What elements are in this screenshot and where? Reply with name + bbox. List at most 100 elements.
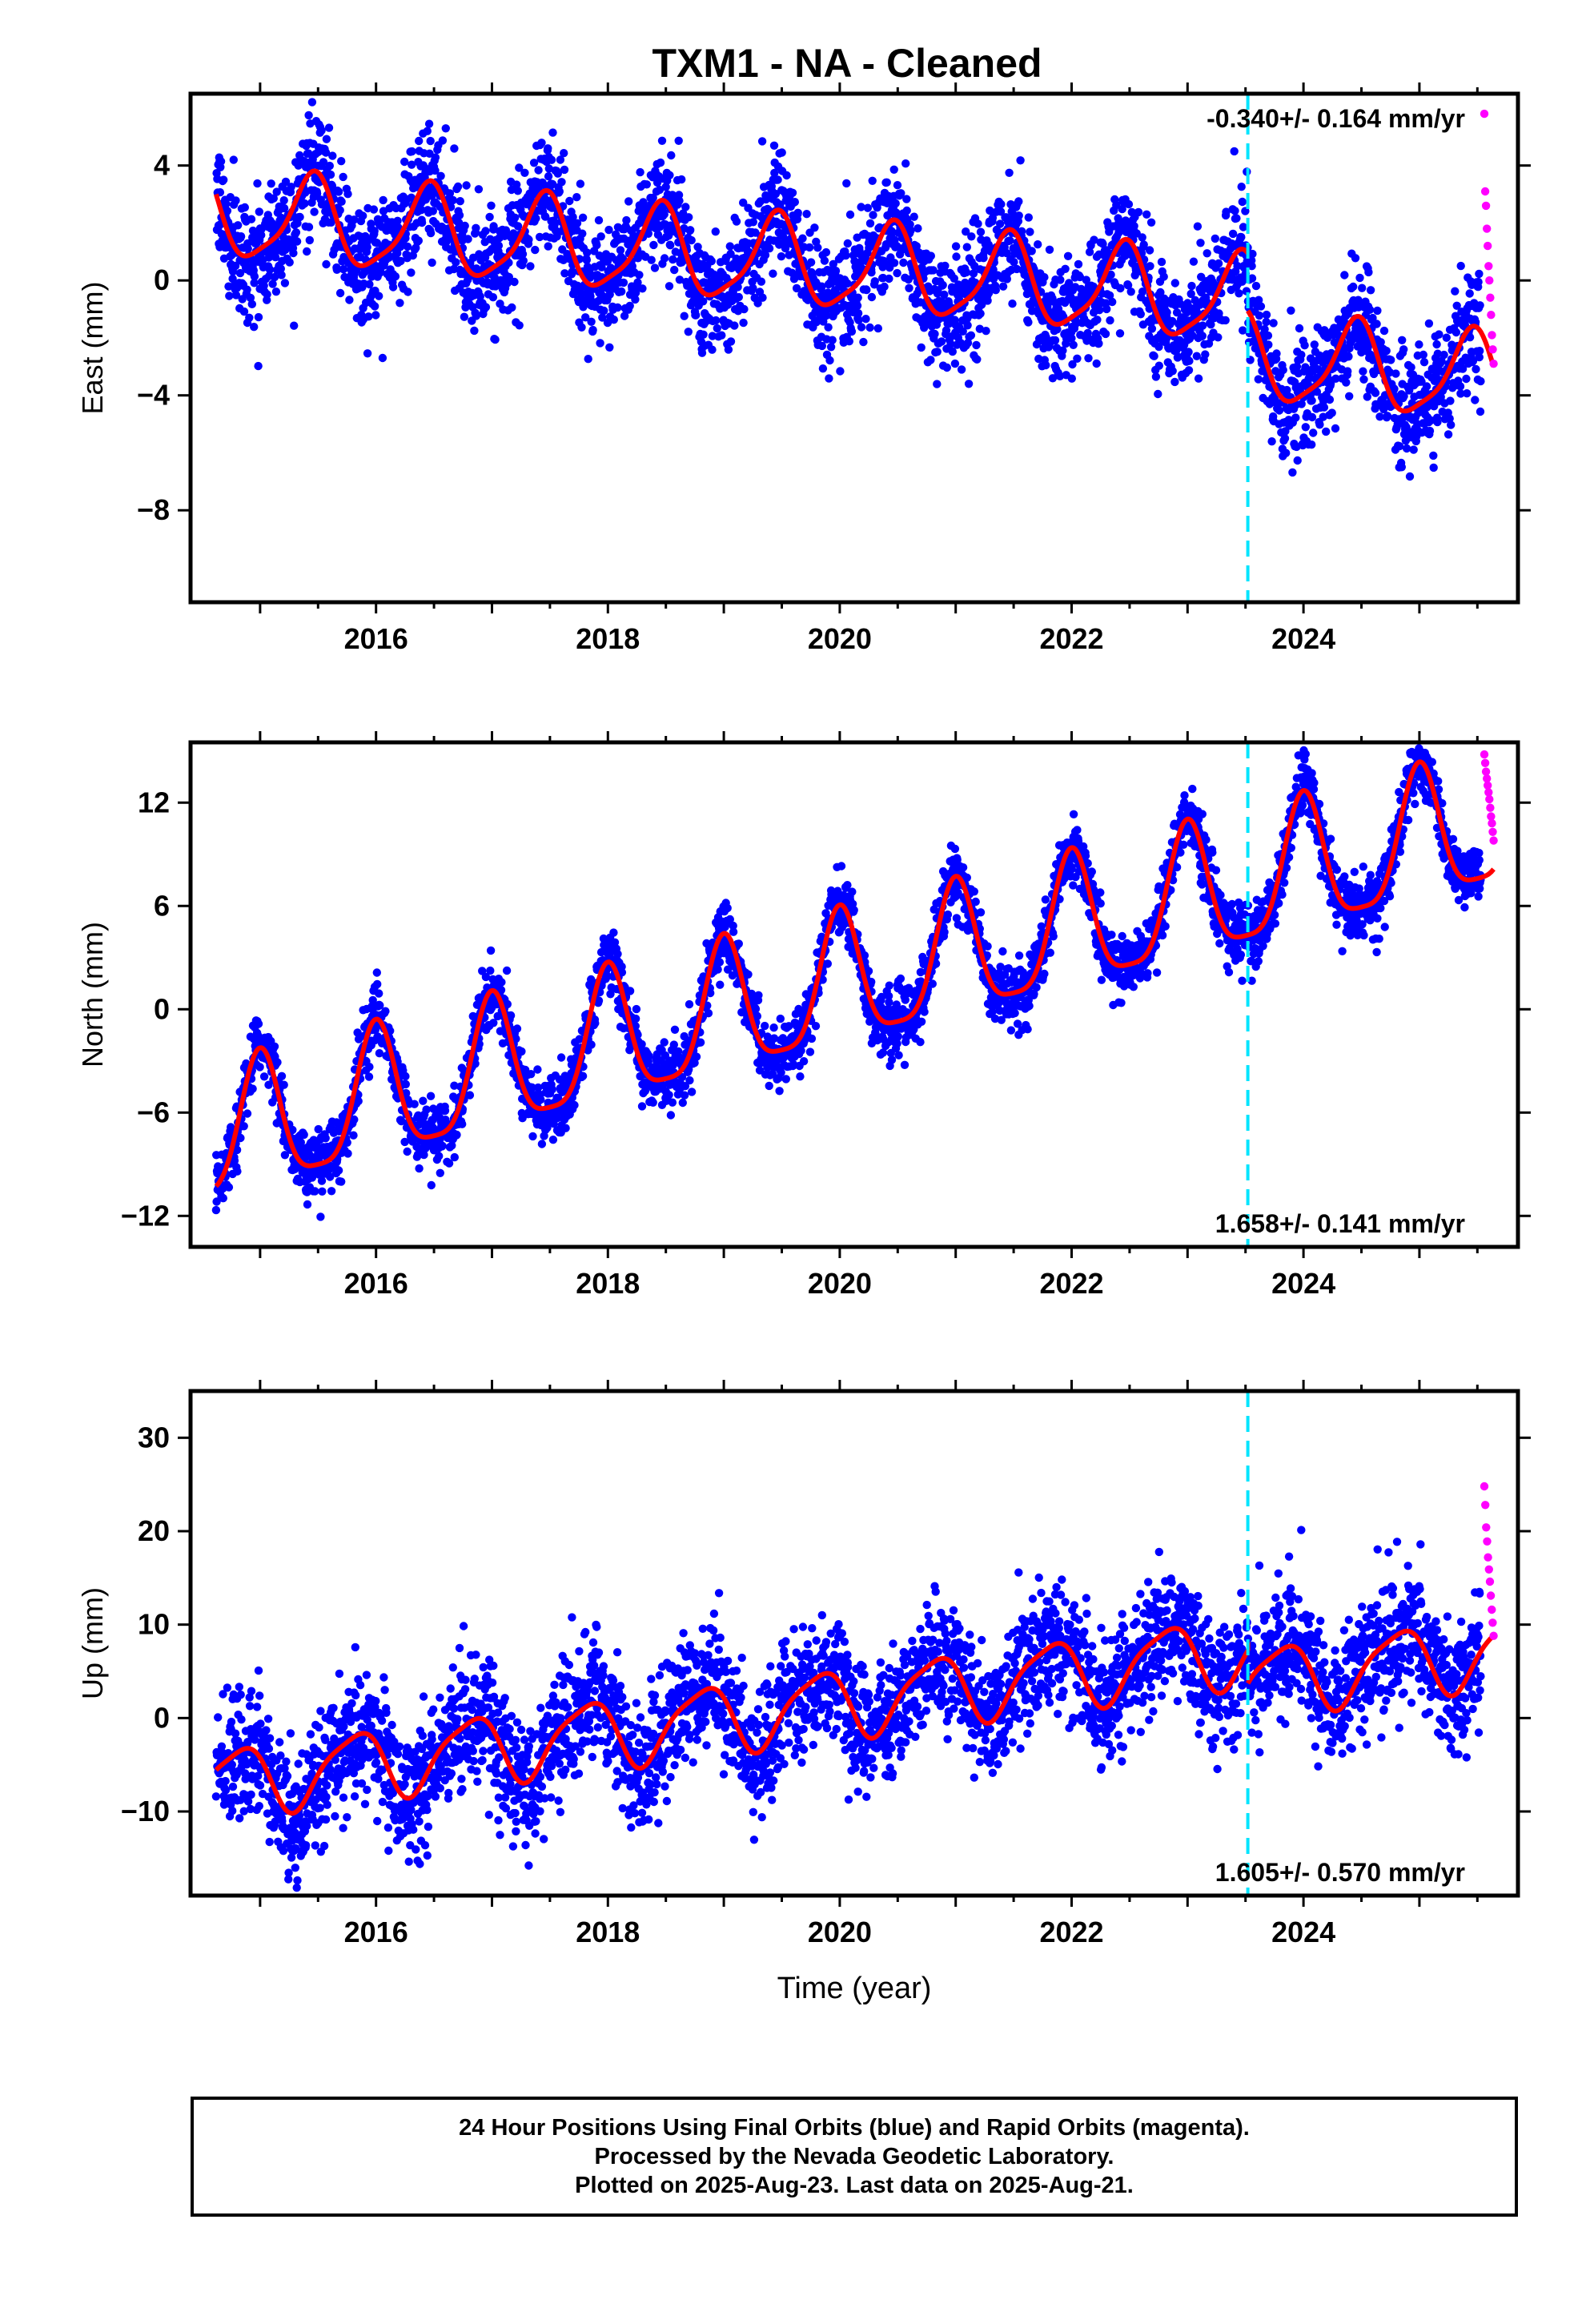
- final-orbit-point: [537, 1140, 547, 1148]
- final-orbit-point: [1014, 197, 1023, 206]
- rapid-orbit-point: [1480, 187, 1490, 196]
- final-orbit-point: [531, 245, 540, 255]
- final-orbit-point: [739, 318, 748, 328]
- final-orbit-point: [557, 178, 566, 187]
- final-orbit-point: [667, 151, 676, 160]
- final-orbit-point: [234, 221, 243, 230]
- final-orbit-point: [821, 247, 831, 257]
- final-orbit-point: [458, 1120, 467, 1128]
- final-orbit-point: [268, 279, 277, 288]
- final-orbit-point: [609, 928, 618, 937]
- final-orbit-point: [1063, 251, 1073, 260]
- final-orbit-point: [332, 265, 341, 274]
- final-orbit-point: [913, 224, 922, 233]
- final-orbit-point: [1237, 183, 1246, 191]
- final-orbit-point: [544, 172, 553, 181]
- final-orbit-point: [489, 222, 498, 231]
- final-orbit-point: [460, 221, 469, 231]
- final-orbit-point: [1340, 271, 1349, 279]
- final-orbit-point: [410, 1100, 419, 1108]
- final-orbit-point: [708, 332, 717, 340]
- final-orbit-point: [576, 179, 585, 188]
- final-orbit-point: [917, 343, 926, 352]
- final-orbit-point: [1452, 328, 1461, 337]
- final-orbit-point: [1451, 287, 1460, 296]
- final-orbit-point: [1050, 336, 1060, 345]
- final-orbit-point: [1159, 272, 1168, 281]
- final-orbit-point: [327, 218, 335, 227]
- x-tick-label: 2022: [1039, 622, 1103, 655]
- final-orbit-point: [665, 231, 673, 240]
- final-orbit-point: [966, 331, 976, 340]
- final-orbit-point: [1027, 247, 1036, 255]
- final-orbit-point: [239, 1122, 248, 1131]
- final-orbit-point: [1228, 229, 1238, 239]
- final-orbit-point: [417, 206, 426, 215]
- final-orbit-point: [537, 139, 546, 147]
- final-orbit-point: [600, 306, 608, 316]
- final-orbit-point: [1475, 269, 1484, 279]
- final-orbit-point: [824, 323, 833, 332]
- final-orbit-point: [328, 151, 337, 160]
- final-orbit-point: [926, 251, 936, 260]
- final-orbit-point: [962, 243, 972, 251]
- final-orbit-point: [997, 199, 1006, 209]
- final-orbit-point: [693, 243, 702, 251]
- final-orbit-point: [453, 182, 463, 191]
- final-orbit-point: [529, 159, 539, 167]
- final-orbit-point: [1147, 324, 1157, 333]
- final-orbit-point: [1446, 396, 1455, 405]
- final-orbit-point: [1358, 283, 1367, 292]
- final-orbit-point: [862, 285, 871, 295]
- final-orbit-point: [502, 966, 512, 975]
- final-orbit-point: [909, 212, 918, 221]
- final-orbit-point: [1300, 341, 1309, 350]
- final-orbit-point: [1395, 442, 1404, 451]
- final-orbit-point: [1198, 332, 1207, 340]
- final-orbit-point: [334, 1166, 343, 1175]
- final-orbit-point: [270, 272, 279, 282]
- final-orbit-point: [660, 254, 669, 263]
- final-orbit-point: [1301, 423, 1311, 432]
- final-orbit-point: [964, 380, 974, 388]
- final-orbit-point: [1102, 304, 1111, 314]
- final-orbit-point: [1291, 413, 1300, 422]
- final-orbit-point: [337, 1177, 346, 1186]
- final-orbit-point: [259, 1072, 269, 1081]
- final-orbit-point: [1002, 275, 1012, 283]
- final-orbit-point: [426, 228, 436, 238]
- final-orbit-point: [415, 1164, 424, 1173]
- final-orbit-point: [619, 278, 628, 287]
- final-orbit-point: [577, 323, 586, 332]
- final-orbit-point: [642, 180, 651, 189]
- final-orbit-point: [1230, 147, 1239, 156]
- final-orbit-point: [805, 243, 814, 252]
- final-orbit-point: [950, 359, 960, 368]
- final-orbit-point: [243, 1109, 252, 1118]
- final-orbit-point: [1154, 389, 1162, 399]
- final-orbit-point: [976, 309, 985, 318]
- x-tick-label: 2018: [576, 622, 640, 655]
- final-orbit-point: [681, 203, 690, 211]
- final-orbit-point: [933, 348, 942, 356]
- final-orbit-point: [485, 212, 494, 222]
- final-orbit-point: [304, 111, 313, 120]
- final-orbit-point: [699, 297, 708, 306]
- final-orbit-point: [561, 1124, 570, 1132]
- final-orbit-point: [265, 265, 275, 274]
- final-orbit-point: [1476, 407, 1485, 416]
- final-orbit-point: [1399, 345, 1408, 354]
- final-orbit-point: [622, 215, 631, 225]
- final-orbit-point: [594, 215, 604, 225]
- final-orbit-point: [790, 198, 799, 207]
- final-orbit-point: [1272, 349, 1281, 358]
- final-orbit-point: [843, 279, 852, 288]
- final-orbit-point: [711, 227, 720, 236]
- final-orbit-point: [481, 227, 490, 235]
- final-orbit-point: [1351, 254, 1360, 263]
- final-orbit-point: [335, 288, 345, 298]
- final-orbit-point: [472, 312, 480, 320]
- final-orbit-point: [1287, 306, 1295, 315]
- final-orbit-point: [508, 303, 516, 312]
